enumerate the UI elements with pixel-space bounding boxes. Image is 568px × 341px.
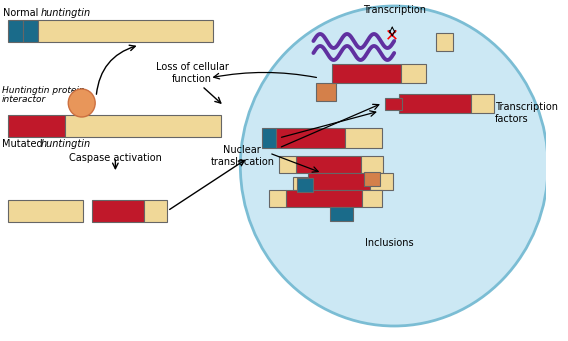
Text: Normal: Normal bbox=[3, 8, 41, 18]
Bar bbox=[286, 190, 362, 207]
Bar bbox=[297, 178, 314, 192]
Text: huntingtin: huntingtin bbox=[40, 139, 90, 149]
Text: Inclusions: Inclusions bbox=[365, 238, 414, 248]
Bar bbox=[345, 128, 382, 148]
Text: Caspase activation: Caspase activation bbox=[69, 153, 162, 163]
Bar bbox=[8, 200, 83, 222]
Bar bbox=[269, 190, 286, 207]
Bar bbox=[436, 33, 453, 51]
Bar bbox=[332, 64, 401, 83]
Text: Transcription
factors: Transcription factors bbox=[495, 102, 558, 124]
Bar bbox=[65, 115, 221, 137]
Circle shape bbox=[68, 89, 95, 117]
Bar bbox=[385, 98, 402, 110]
Bar bbox=[261, 128, 276, 148]
Bar bbox=[279, 156, 296, 173]
Bar bbox=[308, 173, 370, 190]
Circle shape bbox=[240, 6, 548, 326]
Text: Mutated: Mutated bbox=[2, 139, 45, 149]
Bar bbox=[401, 64, 426, 83]
Bar bbox=[92, 200, 144, 222]
Bar bbox=[293, 177, 308, 190]
Bar bbox=[39, 20, 214, 42]
Bar bbox=[8, 115, 65, 137]
Text: Transcription: Transcription bbox=[363, 5, 425, 15]
Text: Loss of cellular
function: Loss of cellular function bbox=[156, 62, 229, 84]
Text: Nuclear
translocation: Nuclear translocation bbox=[210, 145, 274, 167]
Bar bbox=[144, 200, 168, 222]
Text: Huntingtin protein: Huntingtin protein bbox=[2, 86, 85, 95]
Bar bbox=[370, 173, 393, 190]
Bar bbox=[364, 172, 380, 186]
Bar bbox=[330, 207, 353, 221]
Bar bbox=[362, 190, 382, 207]
Bar bbox=[316, 83, 336, 101]
Bar bbox=[471, 94, 494, 113]
Bar bbox=[296, 156, 361, 173]
Bar bbox=[399, 94, 471, 113]
Text: interactor: interactor bbox=[2, 95, 46, 104]
Text: ✕: ✕ bbox=[385, 26, 399, 44]
Bar bbox=[23, 20, 39, 42]
Bar bbox=[361, 156, 383, 173]
Bar bbox=[276, 128, 345, 148]
Bar bbox=[8, 20, 23, 42]
Text: huntingtin: huntingtin bbox=[40, 8, 90, 18]
